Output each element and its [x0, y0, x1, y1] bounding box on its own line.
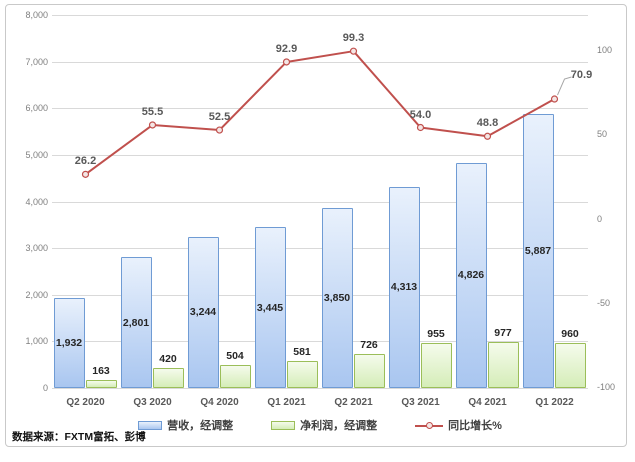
- left-axis-tick-label: 2,000: [25, 289, 48, 300]
- revenue-bar: [321, 208, 353, 388]
- profit-bar-label: 581: [293, 345, 311, 358]
- gridline: [52, 108, 588, 110]
- x-axis-category-label: Q4 2020: [200, 397, 239, 408]
- revenue-bar: [120, 257, 152, 388]
- growth-point-label: 99.3: [342, 32, 365, 45]
- right-axis-tick-label: -50: [597, 297, 611, 308]
- revenue-bar-label: 4,826: [457, 269, 485, 282]
- profit-bar: [152, 368, 184, 388]
- gridline: [52, 61, 588, 63]
- right-axis-tick-label: 50: [597, 129, 608, 140]
- profit-bar-label: 420: [159, 353, 177, 366]
- revenue-swatch-icon: [138, 420, 163, 430]
- gridline: [52, 341, 588, 343]
- growth-point-label: 54.0: [409, 108, 432, 121]
- x-axis-category-label: Q3 2020: [133, 397, 172, 408]
- gridline: [52, 248, 588, 250]
- left-axis-tick-label: 4,000: [25, 196, 48, 207]
- profit-bar: [85, 380, 117, 388]
- profit-bar-label: 960: [561, 328, 579, 341]
- left-axis-tick-label: 8,000: [25, 10, 48, 20]
- x-axis-category-label: Q2 2020: [66, 397, 105, 408]
- x-axis-category-label: Q1 2022: [535, 397, 574, 408]
- x-axis-category-label: Q2 2021: [334, 397, 373, 408]
- profit-bar: [487, 342, 519, 388]
- revenue-bar: [187, 236, 219, 388]
- revenue-bar-label: 3,445: [256, 301, 284, 314]
- gridline: [52, 201, 588, 203]
- profit-bar-label: 977: [494, 327, 512, 340]
- gridline: [52, 388, 588, 389]
- growth-line-swatch-icon: [415, 421, 444, 430]
- profit-bar-label: 163: [92, 365, 110, 378]
- right-axis-tick-label: 0: [597, 213, 603, 224]
- left-axis-tick-label: 0: [42, 383, 48, 393]
- profit-bar: [286, 360, 318, 388]
- growth-point-label: 70.9: [570, 69, 593, 82]
- left-axis-tick-label: 5,000: [25, 149, 48, 160]
- profit-swatch-icon: [271, 420, 296, 430]
- growth-point-label: 26.2: [74, 155, 97, 168]
- x-axis-category-label: Q1 2021: [267, 397, 306, 408]
- revenue-bar-label: 1,932: [55, 336, 83, 349]
- revenue-bar-label: 3,244: [189, 306, 217, 319]
- revenue-bar: [455, 162, 487, 388]
- source-note: 数据来源：FXTM富拓、彭博: [12, 431, 146, 443]
- revenue-bar: [254, 227, 286, 388]
- legend-label-profit: 净利润，经调整: [300, 420, 378, 432]
- legend-label-revenue: 营收，经调整: [167, 420, 234, 432]
- revenue-bar: [53, 297, 85, 388]
- legend-label-growth: 同比增长%: [448, 420, 502, 432]
- left-axis-tick-label: 7,000: [25, 56, 48, 67]
- growth-point-label: 52.5: [208, 111, 231, 124]
- left-axis-tick-label: 1,000: [25, 336, 48, 347]
- gridline: [52, 15, 588, 16]
- x-axis-category-label: Q3 2021: [401, 397, 440, 408]
- legend-item-profit: 净利润，经调整: [271, 417, 377, 433]
- right-axis-tick-label: 100: [597, 45, 613, 55]
- left-axis-tick-label: 6,000: [25, 103, 48, 114]
- growth-point-label: 55.5: [141, 105, 164, 118]
- growth-point-label: 92.9: [275, 42, 298, 55]
- x-axis-category-label: Q4 2021: [468, 397, 507, 408]
- gridline: [52, 294, 588, 296]
- right-axis-tick-label: -100: [597, 382, 616, 392]
- revenue-bar-label: 2,801: [122, 316, 150, 329]
- revenue-bar: [388, 186, 420, 388]
- legend-item-growth: 同比增长%: [415, 417, 502, 433]
- profit-bar: [219, 364, 251, 388]
- legend-item-revenue: 营收，经调整: [138, 417, 233, 433]
- gridline: [52, 154, 588, 156]
- profit-bar-label: 955: [427, 328, 445, 341]
- profit-bar: [353, 354, 385, 388]
- profit-bar-label: 504: [226, 349, 244, 362]
- growth-point-label: 48.8: [476, 117, 499, 130]
- revenue-bar-label: 3,850: [323, 292, 351, 305]
- chart-legend: 营收，经调整 净利润，经调整 同比增长%: [52, 417, 588, 433]
- left-axis-tick-label: 3,000: [25, 243, 48, 254]
- revenue-bar-label: 5,887: [524, 244, 552, 257]
- profit-bar-label: 726: [360, 339, 378, 352]
- profit-bar: [554, 343, 586, 388]
- profit-bar: [420, 343, 452, 388]
- revenue-bar-label: 4,313: [390, 281, 418, 294]
